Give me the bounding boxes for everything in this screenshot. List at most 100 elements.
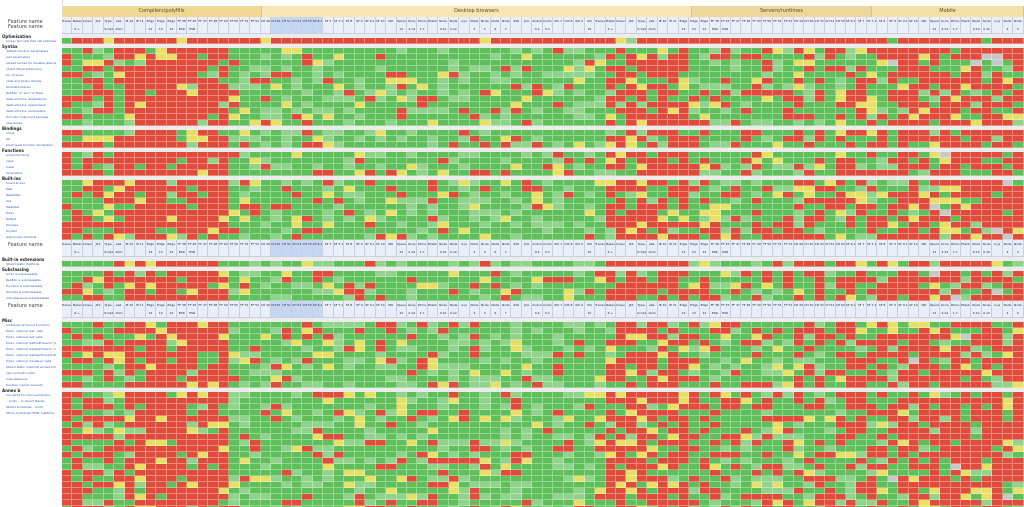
result-cell[interactable]: [93, 158, 104, 164]
result-cell[interactable]: [82, 136, 94, 142]
result-cell[interactable]: [187, 328, 198, 334]
feature-link[interactable]: Object static methods accept primitives: [6, 365, 56, 368]
result-cell[interactable]: [156, 136, 167, 142]
result-cell[interactable]: [584, 90, 596, 96]
result-cell[interactable]: [804, 204, 815, 210]
result-cell[interactable]: [553, 271, 564, 277]
result-cell[interactable]: [960, 210, 972, 216]
result-cell[interactable]: [689, 277, 700, 283]
browser-column-header[interactable]: iOS 7: [553, 17, 564, 34]
result-cell[interactable]: [553, 364, 564, 370]
result-cell[interactable]: [845, 370, 857, 376]
result-cell[interactable]: [62, 180, 73, 186]
result-cell[interactable]: [678, 322, 690, 328]
result-cell[interactable]: [156, 364, 167, 370]
result-cell[interactable]: [741, 90, 752, 96]
result-cell[interactable]: [960, 78, 972, 84]
result-cell[interactable]: [448, 90, 460, 96]
result-cell[interactable]: [490, 54, 502, 60]
result-cell[interactable]: [772, 234, 784, 240]
result-cell[interactable]: [302, 170, 313, 176]
result-cell[interactable]: [553, 136, 564, 142]
result-cell[interactable]: [908, 222, 920, 228]
result-cell[interactable]: [511, 38, 522, 44]
result-cell[interactable]: [406, 198, 418, 204]
result-cell[interactable]: [93, 186, 104, 192]
result-cell[interactable]: [354, 398, 366, 404]
result-cell[interactable]: [480, 364, 491, 370]
result-cell[interactable]: [835, 346, 846, 352]
result-cell[interactable]: [929, 283, 941, 289]
result-cell[interactable]: [417, 96, 428, 102]
result-cell[interactable]: [1002, 216, 1014, 222]
result-cell[interactable]: [145, 204, 157, 210]
result-cell[interactable]: [344, 120, 355, 126]
result-cell[interactable]: [783, 38, 794, 44]
result-cell[interactable]: [103, 38, 115, 44]
result-cell[interactable]: [208, 204, 219, 210]
result-cell[interactable]: [731, 136, 742, 142]
result-cell[interactable]: [354, 289, 366, 295]
result-cell[interactable]: [459, 192, 470, 198]
result-cell[interactable]: [595, 340, 606, 346]
result-cell[interactable]: [992, 322, 1003, 328]
result-cell[interactable]: [82, 186, 94, 192]
result-cell[interactable]: [344, 142, 355, 148]
result-cell[interactable]: [919, 72, 930, 78]
result-cell[interactable]: [542, 136, 554, 142]
result-cell[interactable]: [532, 334, 543, 340]
result-cell[interactable]: [490, 96, 502, 102]
result-cell[interactable]: [866, 392, 878, 398]
result-cell[interactable]: [574, 66, 585, 72]
result-cell[interactable]: [720, 334, 731, 340]
result-cell[interactable]: [187, 364, 198, 370]
result-cell[interactable]: [699, 78, 711, 84]
result-cell[interactable]: [302, 346, 313, 352]
result-cell[interactable]: [333, 164, 345, 170]
result-cell[interactable]: [908, 158, 920, 164]
result-cell[interactable]: [563, 78, 575, 84]
result-cell[interactable]: [197, 114, 209, 120]
browser-column-header[interactable]: SF 9.1: [898, 240, 909, 257]
result-cell[interactable]: [678, 234, 690, 240]
result-cell[interactable]: [365, 142, 376, 148]
result-cell[interactable]: [187, 158, 198, 164]
result-cell[interactable]: [919, 130, 930, 136]
result-cell[interactable]: [929, 108, 941, 114]
result-cell[interactable]: [772, 216, 784, 222]
result-cell[interactable]: [992, 90, 1003, 96]
result-cell[interactable]: [584, 54, 596, 60]
result-cell[interactable]: [135, 158, 146, 164]
result-cell[interactable]: [208, 180, 219, 186]
result-cell[interactable]: [856, 186, 867, 192]
result-cell[interactable]: [1013, 364, 1024, 370]
result-cell[interactable]: [386, 277, 397, 283]
result-cell[interactable]: [960, 261, 972, 267]
result-cell[interactable]: [312, 192, 324, 198]
result-cell[interactable]: [124, 164, 136, 170]
result-cell[interactable]: [521, 130, 533, 136]
result-cell[interactable]: [302, 142, 313, 148]
result-cell[interactable]: [208, 84, 219, 90]
result-cell[interactable]: [135, 340, 146, 346]
result-cell[interactable]: [176, 180, 188, 186]
feature-link[interactable]: class: [6, 159, 14, 162]
result-cell[interactable]: [1002, 108, 1014, 114]
result-cell[interactable]: [835, 392, 846, 398]
result-cell[interactable]: [835, 152, 846, 158]
result-cell[interactable]: [898, 130, 909, 136]
result-cell[interactable]: [689, 180, 700, 186]
result-cell[interactable]: [835, 78, 846, 84]
result-cell[interactable]: [825, 60, 836, 66]
result-cell[interactable]: [333, 283, 345, 289]
result-cell[interactable]: [845, 130, 857, 136]
result-cell[interactable]: [908, 186, 920, 192]
browser-column-header[interactable]: Opera 12: [929, 240, 941, 257]
result-cell[interactable]: [521, 376, 533, 382]
result-cell[interactable]: [354, 102, 366, 108]
result-cell[interactable]: [814, 186, 826, 192]
result-cell[interactable]: [438, 158, 449, 164]
result-cell[interactable]: [176, 38, 188, 44]
result-cell[interactable]: [302, 234, 313, 240]
result-cell[interactable]: [647, 204, 658, 210]
